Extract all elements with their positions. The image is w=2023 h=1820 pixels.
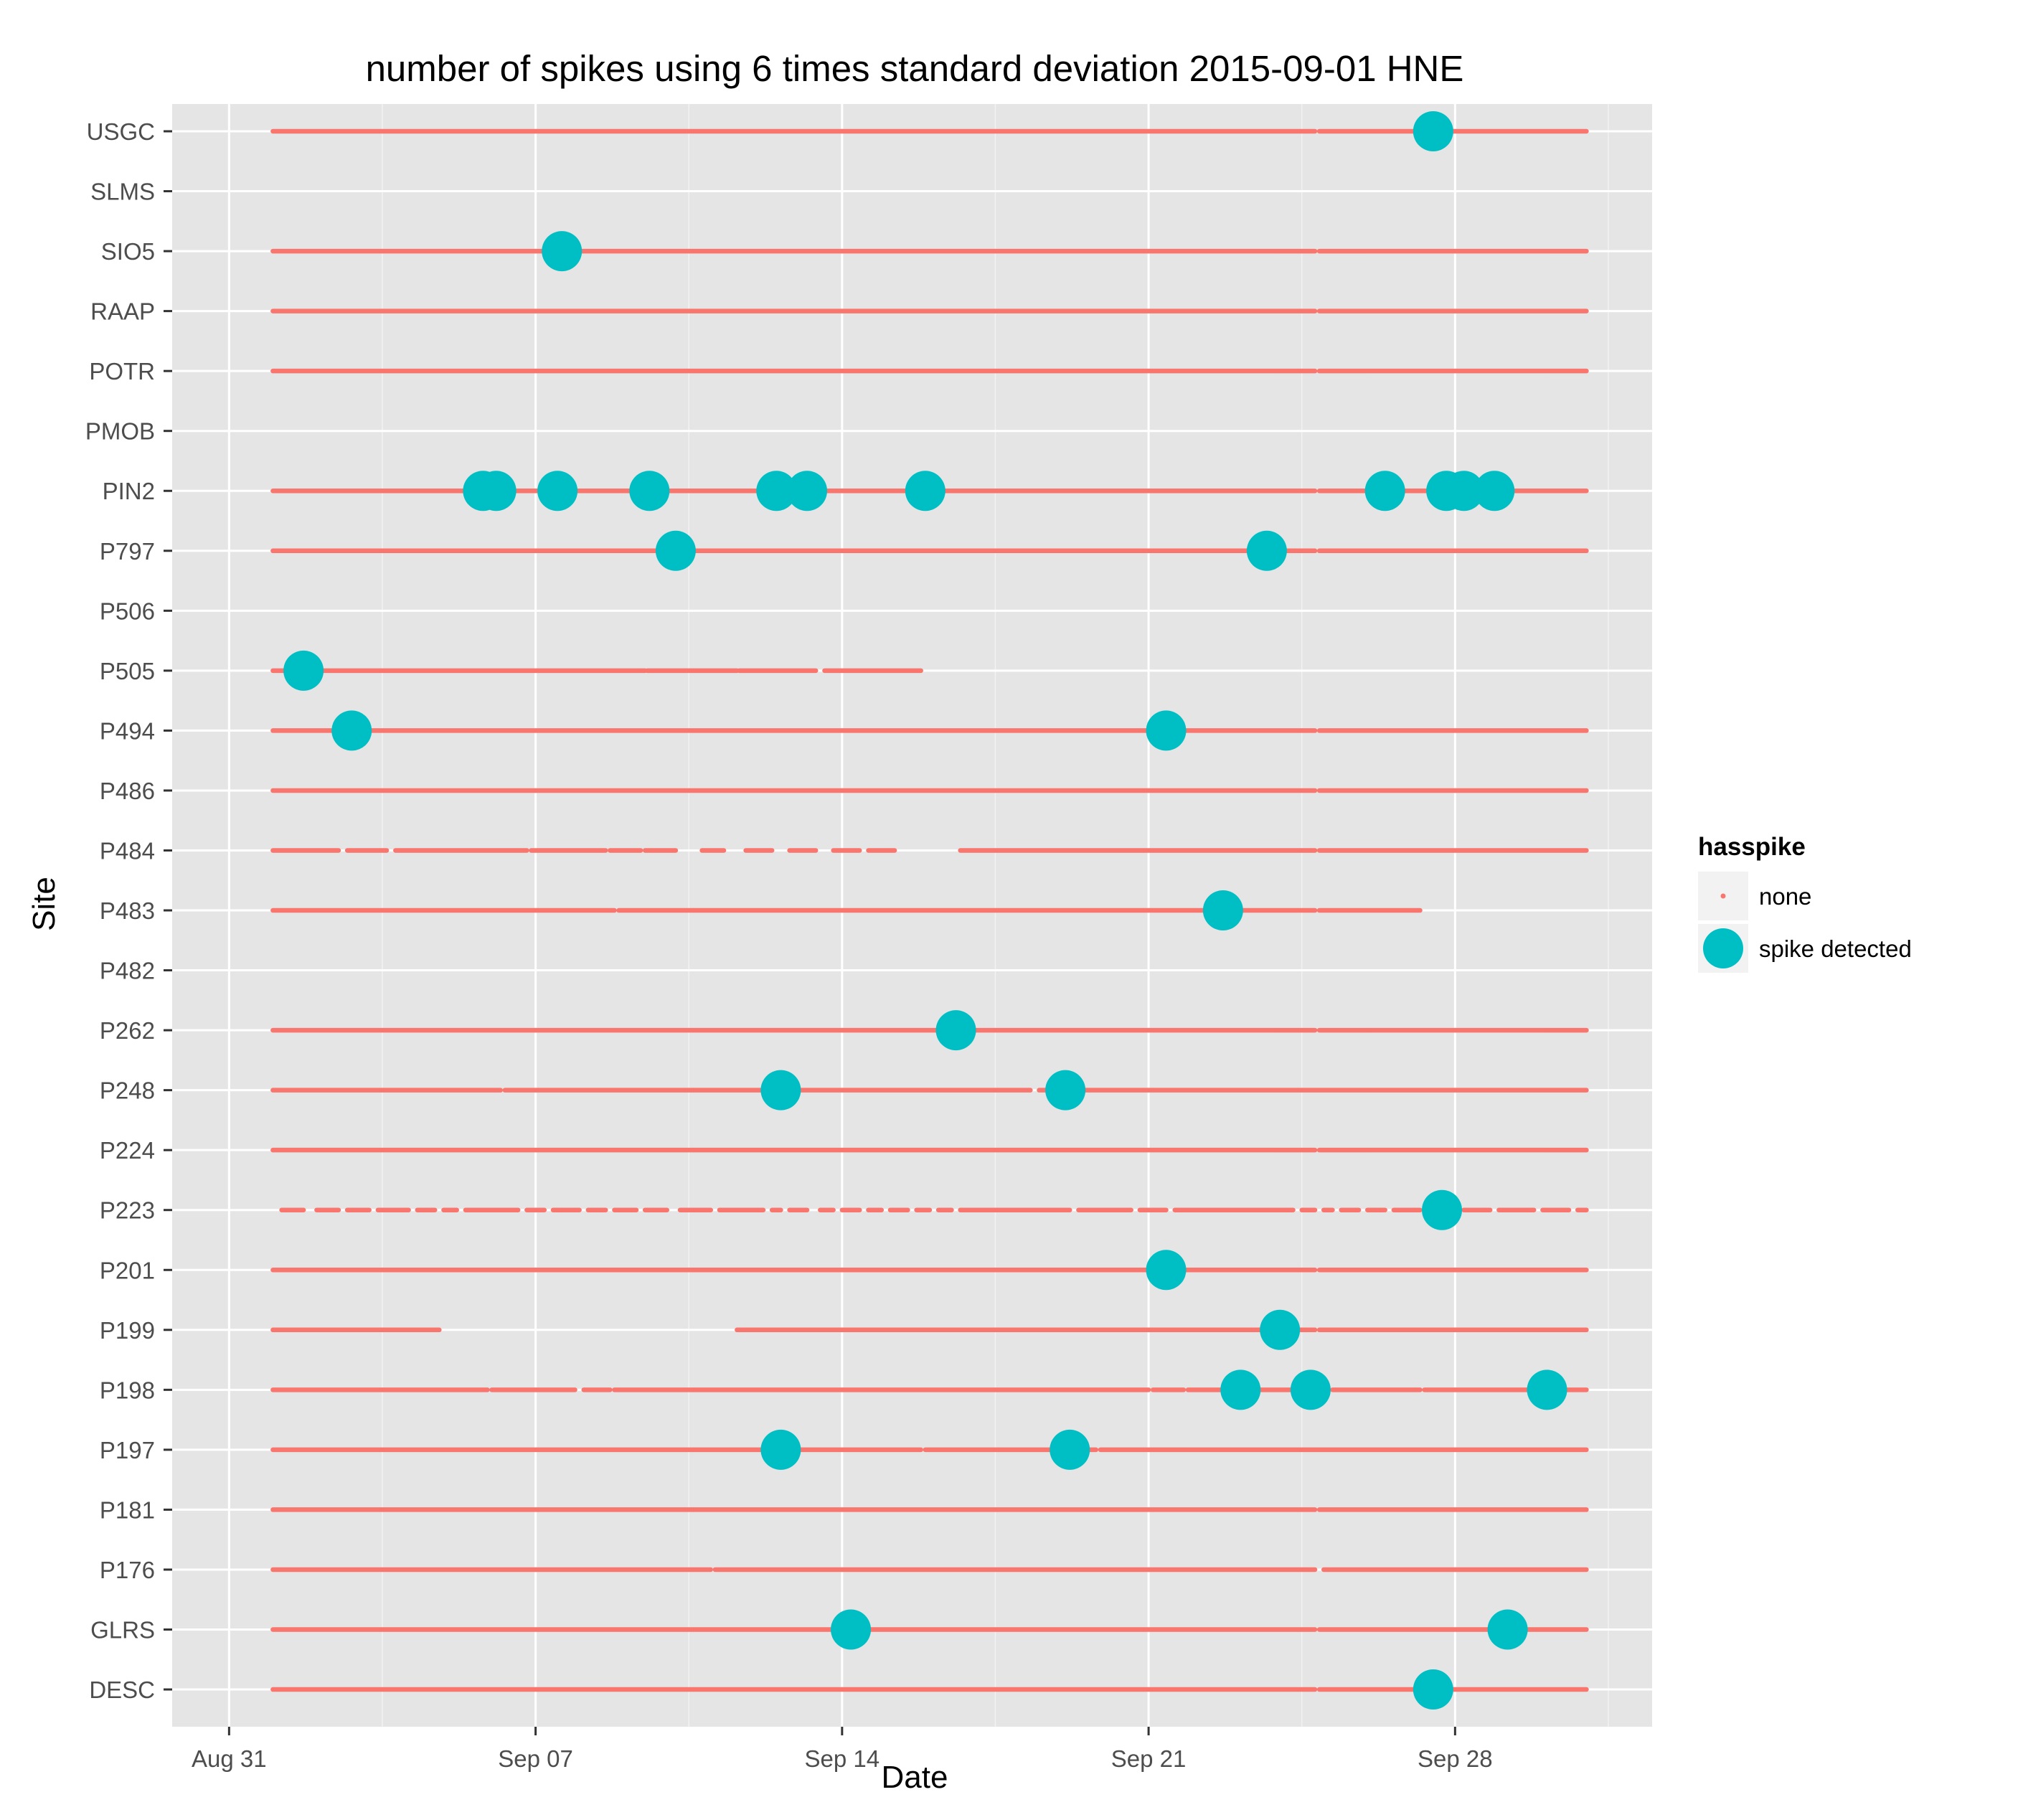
y-tick-label-p176: P176 <box>100 1557 155 1583</box>
x-tick-label: Sep 28 <box>1418 1745 1493 1772</box>
spike-point-p198 <box>1290 1369 1331 1410</box>
spike-point-p494 <box>1146 710 1187 751</box>
spike-point-p198 <box>1220 1369 1261 1410</box>
x-tick-label: Sep 07 <box>498 1745 573 1772</box>
legend-swatch-none <box>1720 893 1726 899</box>
y-tick-label-pin2: PIN2 <box>103 478 155 504</box>
legend-title: hasspike <box>1698 833 1806 861</box>
y-tick-label-p223: P223 <box>100 1197 155 1224</box>
spike-point-p505 <box>283 650 324 691</box>
y-tick-label-raap: RAAP <box>90 298 155 325</box>
spike-point-pin2 <box>1443 471 1484 511</box>
x-tick-label: Aug 31 <box>192 1745 267 1772</box>
y-tick-label-p262: P262 <box>100 1017 155 1044</box>
legend-label-spike-detected: spike detected <box>1759 935 1912 962</box>
spike-point-pin2 <box>756 471 797 511</box>
plot-panel <box>172 104 1652 1727</box>
legend: hasspike none spike detected <box>1698 833 1912 973</box>
series-spike-detected <box>283 111 1567 1710</box>
y-tick-label-sio5: SIO5 <box>101 238 155 265</box>
y-tick-label-p505: P505 <box>100 658 155 684</box>
y-tick-label-potr: POTR <box>89 358 155 385</box>
y-tick-label-p181: P181 <box>100 1496 155 1523</box>
spike-point-pin2 <box>787 471 828 511</box>
y-tick-label-pmob: PMOB <box>85 418 155 445</box>
x-axis-title: Date <box>882 1760 948 1795</box>
y-tick-label-p199: P199 <box>100 1317 155 1344</box>
spike-point-p223 <box>1422 1189 1463 1230</box>
x-tick-label: Sep 14 <box>805 1745 880 1772</box>
y-tick-label-p494: P494 <box>100 717 155 744</box>
spike-point-p198 <box>1527 1369 1567 1410</box>
spike-point-pin2 <box>1364 471 1405 511</box>
series-none <box>270 128 1589 1692</box>
spike-point-p201 <box>1146 1250 1187 1291</box>
spike-point-p483 <box>1202 890 1243 931</box>
spike-point-glrs <box>1487 1609 1528 1650</box>
y-tick-label-usgc: USGC <box>87 118 155 145</box>
spike-point-p248 <box>1045 1070 1086 1111</box>
spike-point-p248 <box>760 1070 801 1111</box>
spike-point-p494 <box>331 710 372 751</box>
y-axis: USGC SLMS SIO5 RAAP POTR PMOB PIN2 P797 P506 P505… <box>85 118 172 1703</box>
y-tick-label-p248: P248 <box>100 1078 155 1104</box>
spike-point-desc <box>1413 1669 1453 1710</box>
y-tick-label-p224: P224 <box>100 1137 155 1164</box>
spike-point-sio5 <box>542 231 583 272</box>
spike-point-p797 <box>1246 530 1287 571</box>
y-tick-label-p197: P197 <box>100 1437 155 1463</box>
y-tick-label-slms: SLMS <box>90 179 155 205</box>
spike-point-p197 <box>1050 1429 1090 1470</box>
spike-point-pin2 <box>1474 471 1515 511</box>
y-tick-label-p486: P486 <box>100 778 155 804</box>
y-axis-title: Site <box>27 877 62 931</box>
spike-point-pin2 <box>629 471 670 511</box>
y-tick-label-p506: P506 <box>100 598 155 624</box>
x-axis: Aug 31 Sep 07 Sep 14 Sep 21 Sep 28 <box>192 1727 1493 1772</box>
y-tick-label-p201: P201 <box>100 1257 155 1283</box>
spike-point-pin2 <box>905 471 946 511</box>
x-tick-label: Sep 21 <box>1111 1745 1187 1772</box>
spike-point-usgc <box>1413 111 1453 151</box>
spike-point-p797 <box>655 530 696 571</box>
legend-swatch-spike-detected <box>1703 928 1743 968</box>
y-tick-label-p483: P483 <box>100 897 155 924</box>
y-tick-label-p797: P797 <box>100 538 155 565</box>
y-tick-label-p198: P198 <box>100 1377 155 1403</box>
spike-point-p199 <box>1260 1309 1301 1350</box>
legend-label-none: none <box>1759 883 1811 910</box>
y-tick-label-desc: DESC <box>89 1677 155 1703</box>
y-tick-label-glrs: GLRS <box>90 1617 155 1644</box>
spike-point-glrs <box>831 1609 872 1650</box>
chart-title: number of spikes using 6 times standard … <box>366 48 1464 89</box>
spike-point-p197 <box>760 1429 801 1470</box>
y-tick-label-p482: P482 <box>100 958 155 984</box>
spike-point-pin2 <box>476 471 517 511</box>
y-tick-label-p484: P484 <box>100 837 155 864</box>
spike-point-pin2 <box>537 471 578 511</box>
spike-point-p262 <box>935 1010 976 1051</box>
